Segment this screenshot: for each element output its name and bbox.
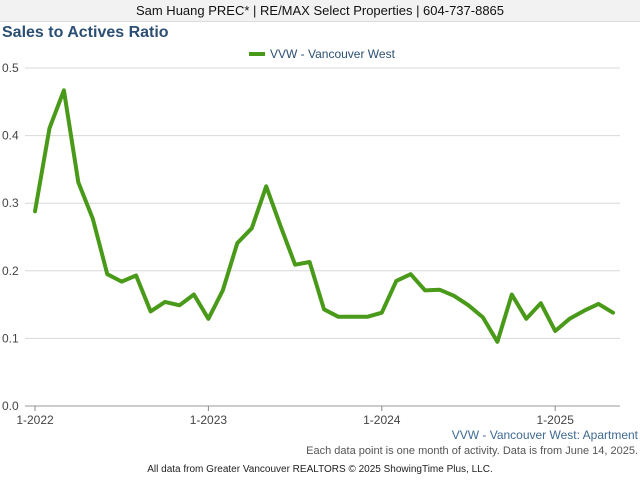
y-tick-label: 0.2 xyxy=(2,264,19,278)
agent-info-text: Sam Huang PREC* | RE/MAX Select Properti… xyxy=(135,3,505,18)
series-line xyxy=(33,88,615,344)
agent-header: Sam Huang PREC* | RE/MAX Select Properti… xyxy=(0,0,640,22)
y-tick-label: 0.0 xyxy=(2,399,19,413)
data-note: Each data point is one month of activity… xyxy=(306,445,638,457)
x-tick-label: 1-2024 xyxy=(363,413,401,427)
y-tick-label: 0.1 xyxy=(2,331,19,345)
chart-title: Sales to Actives Ratio xyxy=(2,24,169,41)
y-tick-label: 0.5 xyxy=(2,61,19,75)
y-tick-label: 0.3 xyxy=(2,196,19,210)
x-tick-label: 1-2025 xyxy=(537,413,575,427)
y-tick-label: 0.4 xyxy=(2,129,19,143)
chart-subtitle: VVW - Vancouver West: Apartment xyxy=(451,428,638,442)
data-source: All data from Greater Vancouver REALTORS… xyxy=(147,464,493,475)
x-tick-label: 1-2023 xyxy=(190,413,228,427)
x-tick-label: 1-2022 xyxy=(16,413,54,427)
legend-label: VVW - Vancouver West xyxy=(270,47,396,61)
